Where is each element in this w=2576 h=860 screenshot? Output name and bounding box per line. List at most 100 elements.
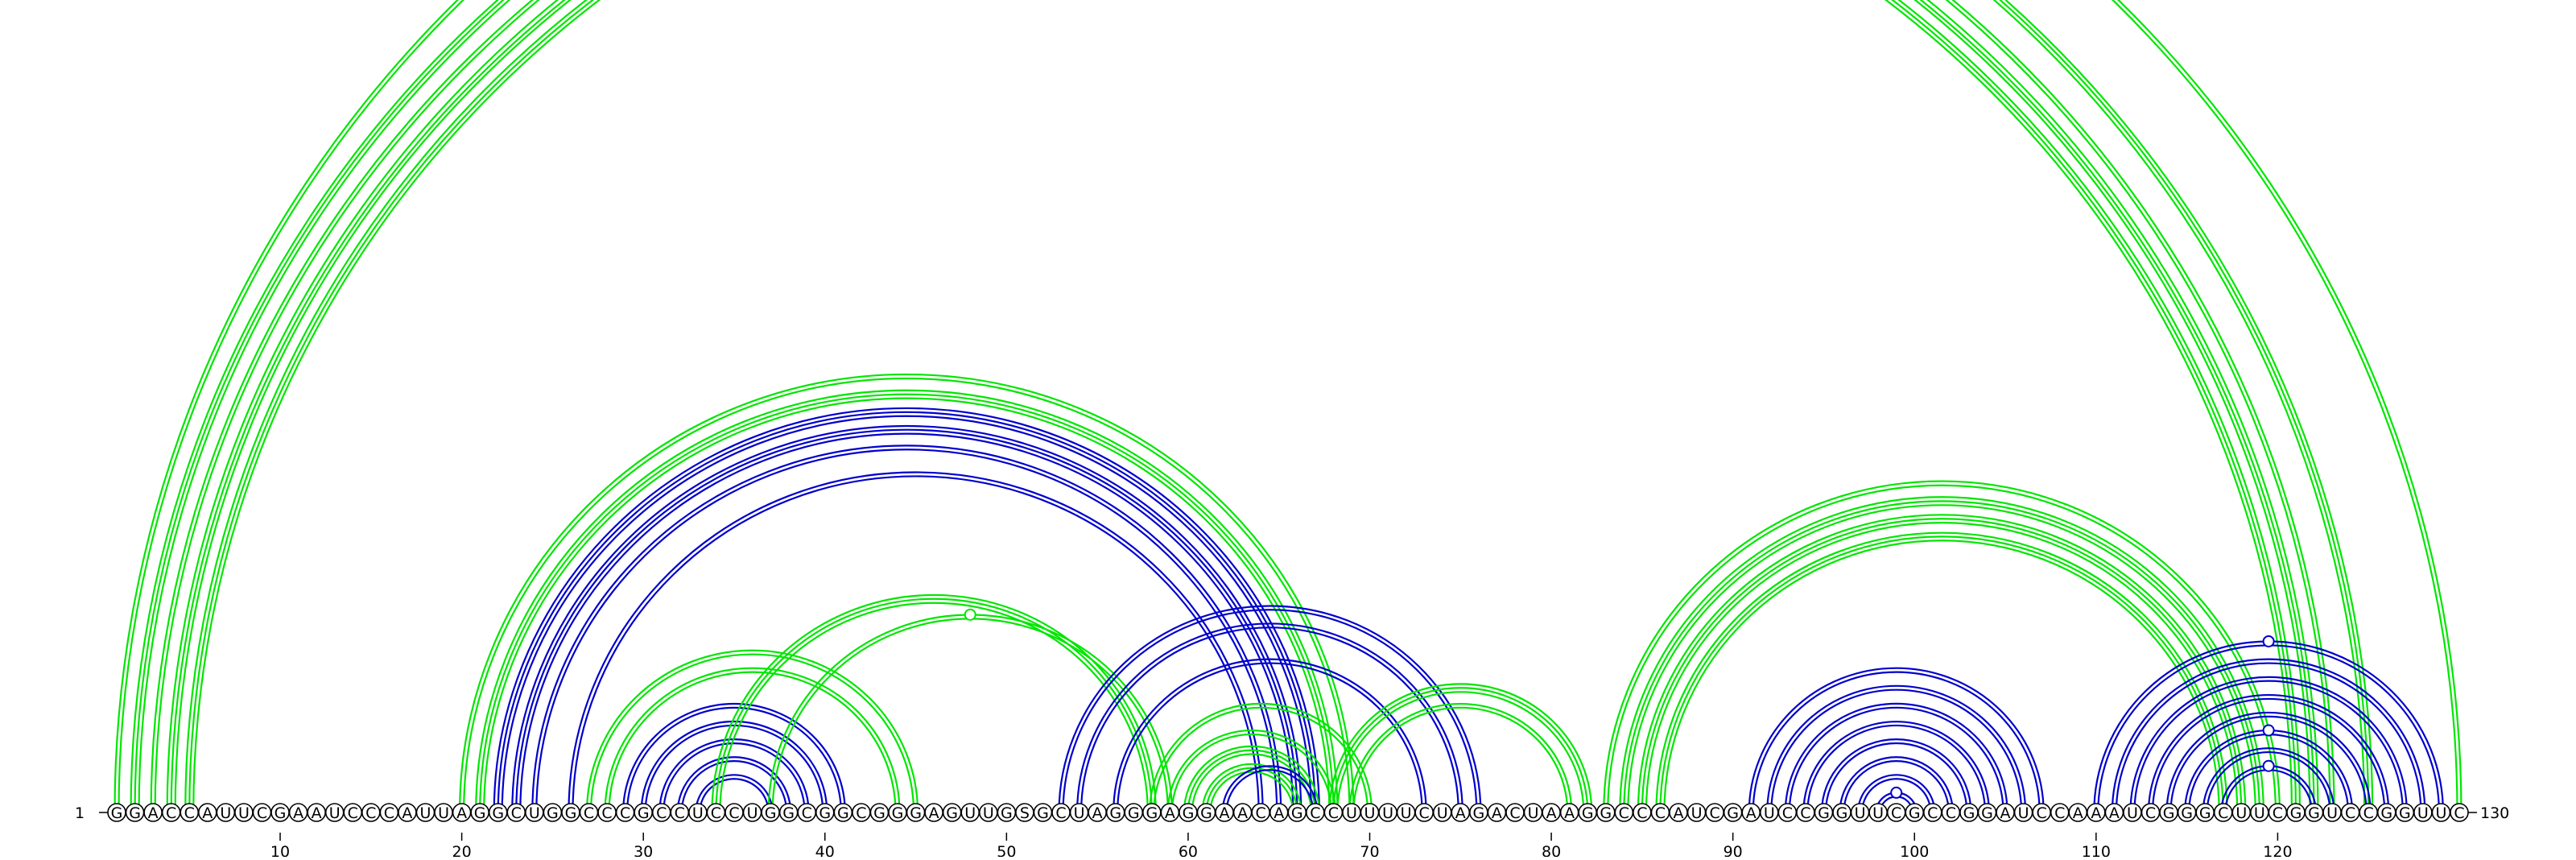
nucleotide-letter: U xyxy=(1401,804,1412,822)
nucleotide: G xyxy=(1033,803,1053,822)
nucleotide-letter: A xyxy=(1492,804,1502,822)
arc-stroke xyxy=(1802,721,1991,813)
nucleotide-letter: A xyxy=(1746,804,1757,822)
nucleotide: A xyxy=(1215,803,1234,822)
base-pair-arc xyxy=(2147,693,2390,813)
nucleotide-letter: G xyxy=(946,804,958,822)
nucleotide-letter: C xyxy=(1310,804,1320,822)
nucleotide-letter: U xyxy=(2235,804,2247,822)
nucleotide: C xyxy=(615,803,635,822)
nucleotide: A xyxy=(1559,803,1579,822)
nucleotide-letter: C xyxy=(2145,804,2156,822)
nucleotide-letter: U xyxy=(1872,804,1884,822)
nucleotide: C xyxy=(180,803,200,822)
nucleotide: C xyxy=(1505,803,1525,822)
nucleotide: C xyxy=(2032,803,2051,822)
nucleotide: C xyxy=(252,803,272,822)
nucleotide-letter: G xyxy=(474,804,486,822)
nucleotide-letter: G xyxy=(2290,804,2302,822)
nucleotide: C xyxy=(379,803,399,822)
arc-stroke xyxy=(1820,738,1972,813)
arc-stroke xyxy=(1221,765,1319,813)
nucleotide: C xyxy=(670,803,690,822)
nucleotide: U xyxy=(1759,803,1779,822)
arc-stroke xyxy=(1628,505,2256,812)
tick-label: 120 xyxy=(2263,843,2292,857)
nucleotide: C xyxy=(1633,803,1652,822)
nucleotide-letter: C xyxy=(384,804,394,822)
arc-stroke xyxy=(1058,605,1482,813)
nucleotide-letter: C xyxy=(1419,804,1430,822)
nucleotide: C xyxy=(1777,803,1798,822)
nucleotide: G xyxy=(1469,803,1488,822)
nucleotide-letter: G xyxy=(910,804,922,822)
arc-stroke xyxy=(1225,769,1315,813)
base-pair-arc xyxy=(1820,738,1972,813)
nucleotide: G xyxy=(2395,803,2415,822)
nucleotide-letter: A xyxy=(312,804,322,822)
nucleotide: G xyxy=(761,803,780,822)
arc-stroke xyxy=(572,476,1258,812)
nucleotide-letter: A xyxy=(1165,804,1175,822)
nucleotide-letter: C xyxy=(711,804,721,822)
arc-stroke xyxy=(167,0,2318,812)
arc-stroke xyxy=(464,378,1349,812)
base-pair-arc xyxy=(1058,605,1482,813)
end-position-label: 130 xyxy=(2480,804,2509,822)
base-pair-arc xyxy=(131,0,2373,812)
base-pair-arc xyxy=(1655,532,2228,813)
nucleotide: U xyxy=(2123,803,2142,822)
arc-stroke xyxy=(2147,693,2390,813)
arc-stroke xyxy=(1607,485,2277,813)
nucleotide-letter: C xyxy=(184,804,195,822)
nucleotide: U xyxy=(2322,803,2342,822)
nucleotide-letter: A xyxy=(1564,804,1575,822)
base-pair-arc xyxy=(531,444,1282,813)
arc-stroke xyxy=(483,397,1331,813)
arc-stroke xyxy=(1062,609,1478,813)
tick-label: 70 xyxy=(1360,843,1379,857)
nucleotide: U xyxy=(978,803,998,822)
nucleotide-letter: G xyxy=(638,804,650,822)
tick-label: 30 xyxy=(634,843,653,857)
arc-stroke xyxy=(184,0,2301,813)
nucleotide-letter: G xyxy=(129,804,141,822)
arc-stroke xyxy=(1748,667,2045,813)
nucleotide-letter: C xyxy=(601,804,612,822)
arc-stroke xyxy=(493,407,1320,813)
nucleotide: C xyxy=(1306,803,1325,822)
base-pair-arc xyxy=(2184,724,2354,813)
nucleotide-letter: C xyxy=(2218,804,2228,822)
nucleotide: G xyxy=(2177,803,2197,822)
nucleotide: G xyxy=(997,803,1017,822)
nucleotide: A xyxy=(1542,803,1561,822)
arc-stroke xyxy=(712,595,1155,812)
base-pair-arc xyxy=(2220,759,2318,813)
arc-stroke xyxy=(699,778,770,813)
nucleotide-letter: C xyxy=(1328,804,1339,822)
arc-stroke xyxy=(1201,763,1302,813)
arc-stroke xyxy=(1659,536,2224,813)
nucleotide: G xyxy=(815,803,835,822)
nucleotide-letter: U xyxy=(1855,804,1866,822)
arc-stroke xyxy=(1770,689,2023,813)
base-pair-arc xyxy=(1328,684,1593,813)
base-pair-arc xyxy=(114,0,2462,813)
nucleotide: C xyxy=(2050,803,2070,822)
base-pair-arc xyxy=(1856,774,1936,813)
nucleotide-letter: G xyxy=(1836,804,1848,822)
nucleotide: A xyxy=(307,803,326,822)
nucleotide-letter: C xyxy=(675,804,685,822)
nucleotide: A xyxy=(1451,803,1471,822)
nucleotide: G xyxy=(778,803,799,822)
nucleotide: G xyxy=(1105,803,1125,822)
nucleotide: G xyxy=(2304,803,2324,822)
nucleotide-letter: G xyxy=(1981,804,1993,822)
nucleotide: U xyxy=(688,803,708,822)
nucleotide: G xyxy=(1142,803,1162,822)
nucleotide: C xyxy=(579,803,599,822)
nucleotide-letter: G xyxy=(492,804,504,822)
tick-label: 40 xyxy=(815,843,835,857)
arc-stroke xyxy=(1806,725,1987,813)
nucleotide: G xyxy=(1196,803,1216,822)
